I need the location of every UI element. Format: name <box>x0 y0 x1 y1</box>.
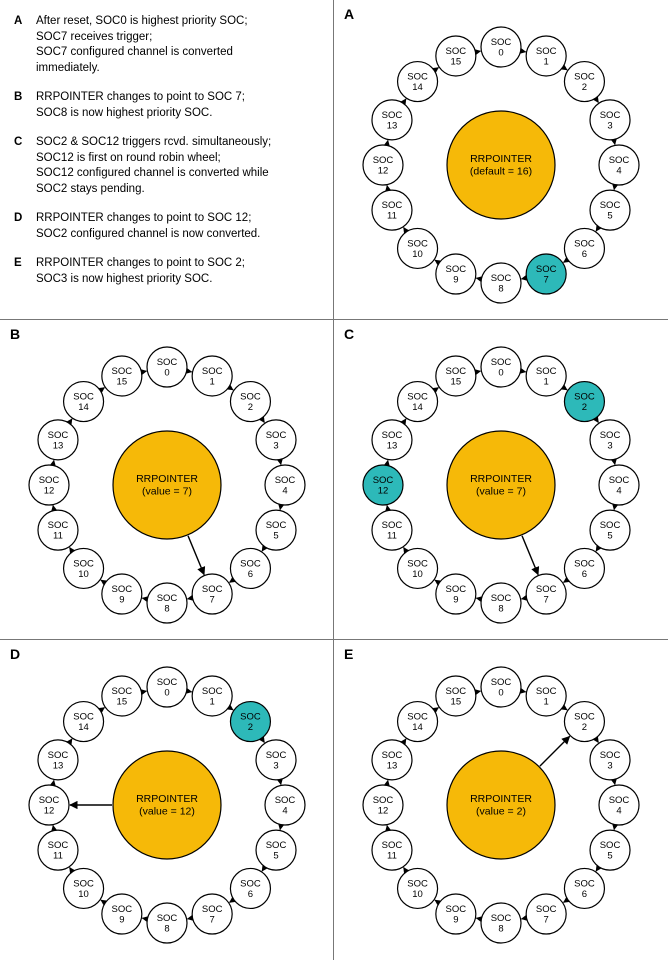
description-text: RRPOINTER changes to point to SOC 12;SOC… <box>36 211 317 242</box>
description-item: ERRPOINTER changes to point to SOC 2;SOC… <box>14 256 317 287</box>
svg-text:RRPOINTER(value = 7): RRPOINTER(value = 7) <box>470 473 532 498</box>
panel-A-cell: A RRPOINTER(default = 16)SOC0SOC1SOC2SOC… <box>334 0 668 320</box>
description-item: BRRPOINTER changes to point to SOC 7;SOC… <box>14 90 317 121</box>
panel-D-cell: D RRPOINTER(value = 12)SOC0SOC1SOC2SOC3S… <box>0 640 334 960</box>
figure-grid: AAfter reset, SOC0 is highest priority S… <box>0 0 668 961</box>
diagram-A: RRPOINTER(default = 16)SOC0SOC1SOC2SOC3S… <box>334 0 668 320</box>
description-label: A <box>14 14 36 76</box>
description-item: CSOC2 & SOC12 triggers rcvd. simultaneou… <box>14 135 317 197</box>
panel-label: D <box>10 646 20 662</box>
panel-label: A <box>344 6 354 22</box>
diagram-E: RRPOINTER(value = 2)SOC0SOC1SOC2SOC3SOC4… <box>334 640 668 960</box>
panel-label: C <box>344 326 354 342</box>
description-label: D <box>14 211 36 242</box>
svg-text:RRPOINTER(value = 7): RRPOINTER(value = 7) <box>136 473 198 498</box>
description-text: RRPOINTER changes to point to SOC 7;SOC8… <box>36 90 317 121</box>
diagram-B: RRPOINTER(value = 7)SOC0SOC1SOC2SOC3SOC4… <box>0 320 334 640</box>
description-text: RRPOINTER changes to point to SOC 2;SOC3… <box>36 256 317 287</box>
description-text: After reset, SOC0 is highest priority SO… <box>36 14 317 76</box>
panel-B-cell: B RRPOINTER(value = 7)SOC0SOC1SOC2SOC3SO… <box>0 320 334 640</box>
text-panel-cell: AAfter reset, SOC0 is highest priority S… <box>0 0 334 320</box>
description-item: DRRPOINTER changes to point to SOC 12;SO… <box>14 211 317 242</box>
svg-text:RRPOINTER(default = 16): RRPOINTER(default = 16) <box>470 153 532 178</box>
description-label: E <box>14 256 36 287</box>
panel-E-cell: E RRPOINTER(value = 2)SOC0SOC1SOC2SOC3SO… <box>334 640 668 960</box>
description-item: AAfter reset, SOC0 is highest priority S… <box>14 14 317 76</box>
panel-label: E <box>344 646 353 662</box>
description-label: B <box>14 90 36 121</box>
description-list: AAfter reset, SOC0 is highest priority S… <box>0 0 333 311</box>
description-label: C <box>14 135 36 197</box>
panel-label: B <box>10 326 20 342</box>
diagram-C: RRPOINTER(value = 7)SOC0SOC1SOC2SOC3SOC4… <box>334 320 668 640</box>
diagram-D: RRPOINTER(value = 12)SOC0SOC1SOC2SOC3SOC… <box>0 640 334 960</box>
svg-text:RRPOINTER(value = 12): RRPOINTER(value = 12) <box>136 793 198 818</box>
svg-text:RRPOINTER(value = 2): RRPOINTER(value = 2) <box>470 793 532 818</box>
description-text: SOC2 & SOC12 triggers rcvd. simultaneous… <box>36 135 317 197</box>
panel-C-cell: C RRPOINTER(value = 7)SOC0SOC1SOC2SOC3SO… <box>334 320 668 640</box>
